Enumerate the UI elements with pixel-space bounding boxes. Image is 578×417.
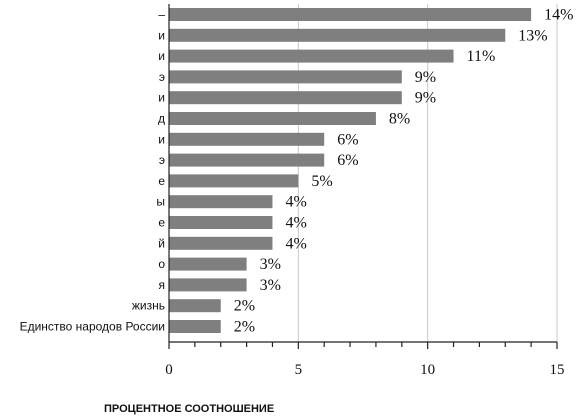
category-label-3: э [159, 70, 165, 84]
category-label-12: о [158, 257, 165, 271]
category-label-11: й [158, 236, 165, 250]
value-label-10: 4% [285, 215, 306, 232]
bar-14 [169, 299, 221, 313]
category-label-1: и [158, 28, 165, 42]
x-tick-label-0: 0 [165, 362, 173, 378]
value-label-8: 5% [311, 173, 332, 190]
value-label-15: 2% [234, 319, 255, 336]
bar-6 [169, 132, 325, 146]
bar-0 [169, 8, 532, 21]
category-label-0: – [158, 8, 165, 22]
value-label-6: 6% [337, 131, 358, 148]
value-label-4: 9% [415, 90, 436, 107]
bar-8 [169, 174, 299, 188]
x-axis-title: ПРОЦЕНТНОЕ СООТНОШЕНИЕ [104, 403, 274, 415]
bar-2 [169, 49, 454, 63]
category-label-7: э [159, 153, 165, 167]
category-label-9: ы [156, 195, 165, 209]
bar-7 [169, 153, 325, 167]
x-axis: 0 5 10 15 [165, 4, 565, 378]
x-tick-label-2: 10 [420, 362, 435, 378]
category-label-4: и [158, 91, 165, 105]
value-label-9: 4% [285, 194, 306, 211]
value-label-2: 11% [467, 48, 496, 65]
bar-13 [169, 278, 247, 292]
bar-9 [169, 195, 273, 209]
value-label-5: 8% [389, 111, 410, 128]
bars [169, 8, 532, 333]
bar-5 [169, 112, 376, 125]
value-label-7: 6% [337, 152, 358, 169]
x-tick-label-3: 15 [550, 362, 565, 378]
bar-3 [169, 70, 402, 84]
value-label-14: 2% [234, 298, 255, 315]
value-label-13: 3% [260, 277, 281, 294]
value-label-12: 3% [260, 256, 281, 273]
value-label-11: 4% [285, 235, 306, 252]
value-label-0: 14% [544, 7, 573, 24]
category-label-5: д [158, 112, 165, 126]
category-label-15: Единство народов России [20, 320, 165, 334]
category-label-6: и [158, 132, 165, 146]
bar-1 [169, 28, 506, 42]
category-label-8: е [158, 174, 165, 188]
category-label-13: я [159, 278, 166, 292]
category-label-10: е [158, 216, 165, 230]
category-label-14: жизнь [132, 299, 165, 313]
bar-15 [169, 320, 221, 333]
bar-10 [169, 216, 273, 229]
bar-12 [169, 257, 247, 271]
bar-4 [169, 91, 402, 105]
bar-11 [169, 236, 273, 250]
value-label-1: 13% [518, 27, 547, 44]
category-label-2: и [158, 49, 165, 63]
x-tick-label-1: 5 [295, 362, 303, 378]
value-label-3: 9% [415, 69, 436, 86]
value-labels: 14%13%11%9%9%8%6%6%5%4%4%4%3%3%2%2% [234, 7, 574, 336]
